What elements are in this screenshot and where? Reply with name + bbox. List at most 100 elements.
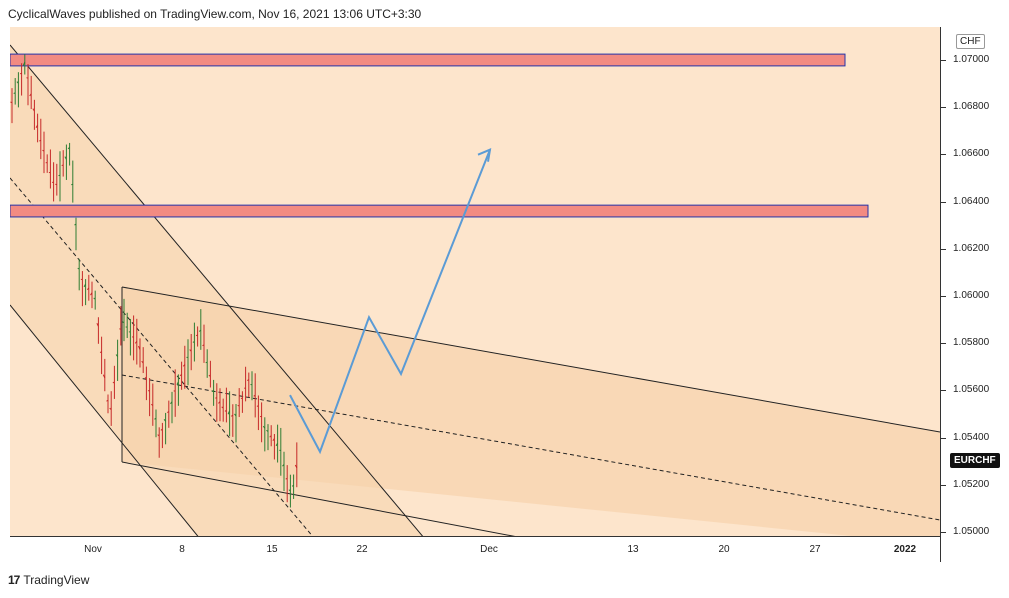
candle-open-tick xyxy=(192,341,195,343)
time-axis-label: Dec xyxy=(480,544,498,555)
candle-open-tick xyxy=(22,61,26,66)
candle-open-tick xyxy=(90,292,93,296)
candle-open-tick xyxy=(122,321,125,324)
candle-open-tick xyxy=(294,464,298,469)
candle-open-tick xyxy=(253,394,256,397)
candle-open-tick xyxy=(109,407,112,410)
candle-open-tick xyxy=(167,411,170,413)
currency-label: CHF xyxy=(956,34,985,49)
price-axis-label: 1.06400 xyxy=(953,195,990,207)
time-axis-label: 8 xyxy=(179,544,185,555)
candle-open-tick xyxy=(234,413,237,417)
candle-open-tick xyxy=(256,405,259,407)
candle-open-tick xyxy=(115,354,119,357)
candle-open-tick xyxy=(32,108,35,112)
candle-open-tick xyxy=(218,401,221,404)
candle-open-tick xyxy=(99,351,102,353)
price-axis-label: 1.07000 xyxy=(953,54,990,65)
time-axis-label: 15 xyxy=(266,544,278,555)
brand-label: TradingView xyxy=(23,573,90,587)
candle-open-tick xyxy=(157,434,160,437)
price-axis-label: 1.06000 xyxy=(953,290,990,301)
candle-open-tick xyxy=(195,334,198,337)
candle-open-tick xyxy=(86,287,90,291)
price-axis-tick xyxy=(941,201,946,203)
candle-open-tick xyxy=(77,267,80,270)
candle-open-tick xyxy=(13,92,16,94)
price-axis-tick xyxy=(941,532,946,533)
price-axis-label: 1.05600 xyxy=(953,384,990,396)
candle-open-tick xyxy=(262,425,266,429)
candle-open-tick xyxy=(74,223,77,226)
price-axis-tick xyxy=(941,437,946,439)
candle-open-tick xyxy=(231,414,234,417)
candle-open-tick xyxy=(35,124,39,128)
price-axis-tick xyxy=(941,343,946,345)
candle-open-tick xyxy=(163,419,167,422)
candle-open-tick xyxy=(227,410,231,415)
candle-open-tick xyxy=(170,401,173,405)
candle-open-tick xyxy=(275,442,279,447)
candle-open-tick xyxy=(237,404,240,407)
flat-channel-fill xyxy=(122,287,940,536)
candle-open-tick xyxy=(160,428,163,431)
candle-open-tick xyxy=(16,81,19,84)
channel2-upper-line xyxy=(121,286,940,433)
chart-layer xyxy=(10,44,940,536)
footer: 17 TradingView xyxy=(8,573,89,587)
publish-header: CyclicalWaves published on TradingView.c… xyxy=(8,7,422,21)
candle-open-tick xyxy=(83,283,87,288)
price-axis-tick xyxy=(941,154,946,156)
price-axis-label: 1.05000 xyxy=(953,526,990,537)
time-axis-label: 13 xyxy=(627,544,639,555)
candle-open-tick xyxy=(202,344,205,347)
candle-open-tick xyxy=(266,429,269,432)
candle-open-tick xyxy=(112,381,115,384)
resistance-zone xyxy=(10,204,869,218)
time-axis-label: Nov xyxy=(84,544,102,555)
price-axis-tick xyxy=(941,248,946,250)
candle-open-tick xyxy=(96,323,99,327)
candle-open-tick xyxy=(61,164,64,167)
candle-open-tick xyxy=(138,345,141,351)
candle-open-tick xyxy=(208,374,211,377)
tradingview-logo-icon: 17 xyxy=(8,573,20,587)
price-axis-tick xyxy=(941,484,946,486)
time-axis-label: 20 xyxy=(718,544,730,555)
candle-open-tick xyxy=(288,489,291,492)
candle-open-tick xyxy=(134,341,138,344)
candle-open-tick xyxy=(93,297,96,300)
projected-arrow-head xyxy=(477,148,492,162)
candle-open-tick xyxy=(106,399,109,402)
time-axis-label: 2022 xyxy=(893,544,917,555)
price-axis-label: 1.06600 xyxy=(953,148,990,160)
channel2-lower-line xyxy=(121,461,516,536)
candle-open-tick xyxy=(282,464,285,467)
candle-open-tick xyxy=(64,156,67,160)
price-axis-tick xyxy=(941,107,946,109)
price-axis[interactable]: CHF 1.07000 1.06800 1.06600 1.06400 1.06200 1… xyxy=(940,27,1001,562)
candle-open-tick xyxy=(198,329,202,332)
symbol-badge: EURCHF xyxy=(950,453,1000,468)
candle-open-tick xyxy=(179,374,182,377)
channel2-mid-line xyxy=(121,374,940,521)
time-axis-label: 27 xyxy=(809,544,821,555)
candle-open-tick xyxy=(29,93,32,97)
candle-open-tick xyxy=(269,435,272,438)
candle-open-tick xyxy=(221,406,224,409)
candle-open-tick xyxy=(42,149,45,152)
candle-open-tick xyxy=(176,381,179,385)
candle-open-tick xyxy=(272,438,275,442)
price-axis-tick xyxy=(941,296,946,297)
candle-open-tick xyxy=(144,376,147,379)
time-axis[interactable]: Nov 8 15 22 Dec 13 20 27 2022 xyxy=(10,536,940,563)
price-axis-label: 1.05200 xyxy=(953,478,990,490)
candle-open-tick xyxy=(67,147,70,150)
price-axis-tick xyxy=(941,60,946,61)
resistance-zone xyxy=(10,53,846,67)
candle-open-tick xyxy=(247,379,250,381)
candle-open-tick xyxy=(291,484,294,487)
candle-open-tick xyxy=(205,361,208,364)
price-axis-label: 1.06200 xyxy=(953,242,990,254)
